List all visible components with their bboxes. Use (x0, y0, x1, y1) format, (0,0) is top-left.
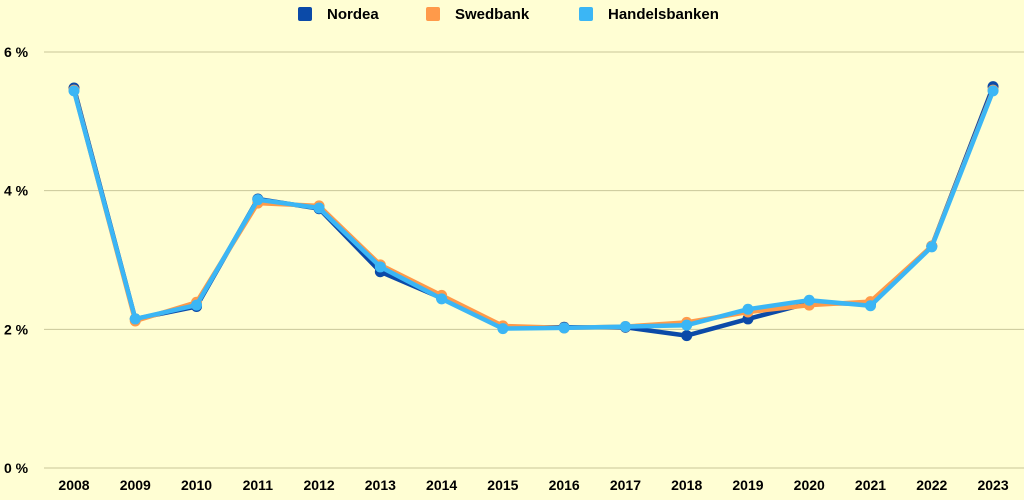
data-point (191, 299, 203, 311)
y-tick-label: 6 % (4, 44, 29, 60)
data-point (803, 294, 815, 306)
data-point (742, 303, 754, 315)
legend-label: Swedbank (455, 6, 530, 23)
legend-swatch (579, 7, 593, 21)
y-axis-tick-labels: 0 % 2 % 4 % 6 % (4, 44, 29, 476)
x-axis-tick-labels: 2008 2009 2010 2011 2012 2013 2014 2015 2016 2017… (58, 477, 1008, 493)
series-swedbank (68, 84, 999, 334)
y-tick-label: 4 % (4, 183, 29, 199)
data-point (681, 319, 693, 331)
data-point (987, 85, 999, 97)
legend-swatch (298, 7, 312, 21)
legend-label: Nordea (327, 6, 379, 23)
data-point (68, 85, 80, 97)
x-tick-label: 2018 (671, 477, 702, 493)
x-tick-label: 2020 (794, 477, 825, 493)
x-tick-label: 2008 (58, 477, 89, 493)
data-point (619, 321, 631, 333)
data-point (129, 313, 141, 325)
data-point (681, 330, 693, 342)
series-line (71, 84, 996, 338)
series-line (71, 87, 996, 331)
x-tick-label: 2011 (243, 477, 274, 493)
grid-layer (44, 51, 1024, 469)
y-tick-label: 2 % (4, 321, 29, 337)
legend-label: Handelsbanken (608, 6, 719, 23)
data-point (558, 322, 570, 334)
data-point (865, 300, 877, 312)
data-point (313, 202, 325, 214)
data-point (926, 241, 938, 253)
legend-item: Swedbank (426, 6, 530, 23)
x-tick-label: 2013 (365, 477, 396, 493)
x-tick-label: 2017 (610, 477, 641, 493)
series-layer (68, 81, 999, 342)
x-tick-label: 2015 (487, 477, 518, 493)
x-tick-label: 2023 (977, 477, 1008, 493)
legend-swatch (426, 7, 440, 21)
data-point (374, 261, 386, 273)
series-handelsbanken (68, 85, 999, 335)
x-tick-label: 2014 (426, 477, 457, 493)
legend-item: Handelsbanken (579, 6, 719, 23)
y-tick-label: 0 % (4, 460, 29, 476)
data-point (252, 194, 264, 206)
data-point (497, 323, 509, 335)
x-tick-label: 2016 (549, 477, 580, 493)
x-tick-label: 2010 (181, 477, 212, 493)
legend-item: Nordea (298, 6, 379, 23)
x-tick-label: 2022 (916, 477, 947, 493)
data-point (436, 293, 448, 305)
x-tick-label: 2009 (120, 477, 151, 493)
series-line (71, 88, 996, 331)
x-tick-label: 2021 (855, 477, 886, 493)
x-tick-label: 2012 (304, 477, 335, 493)
legend: Nordea Swedbank Handelsbanken (298, 6, 719, 23)
x-tick-label: 2019 (732, 477, 763, 493)
